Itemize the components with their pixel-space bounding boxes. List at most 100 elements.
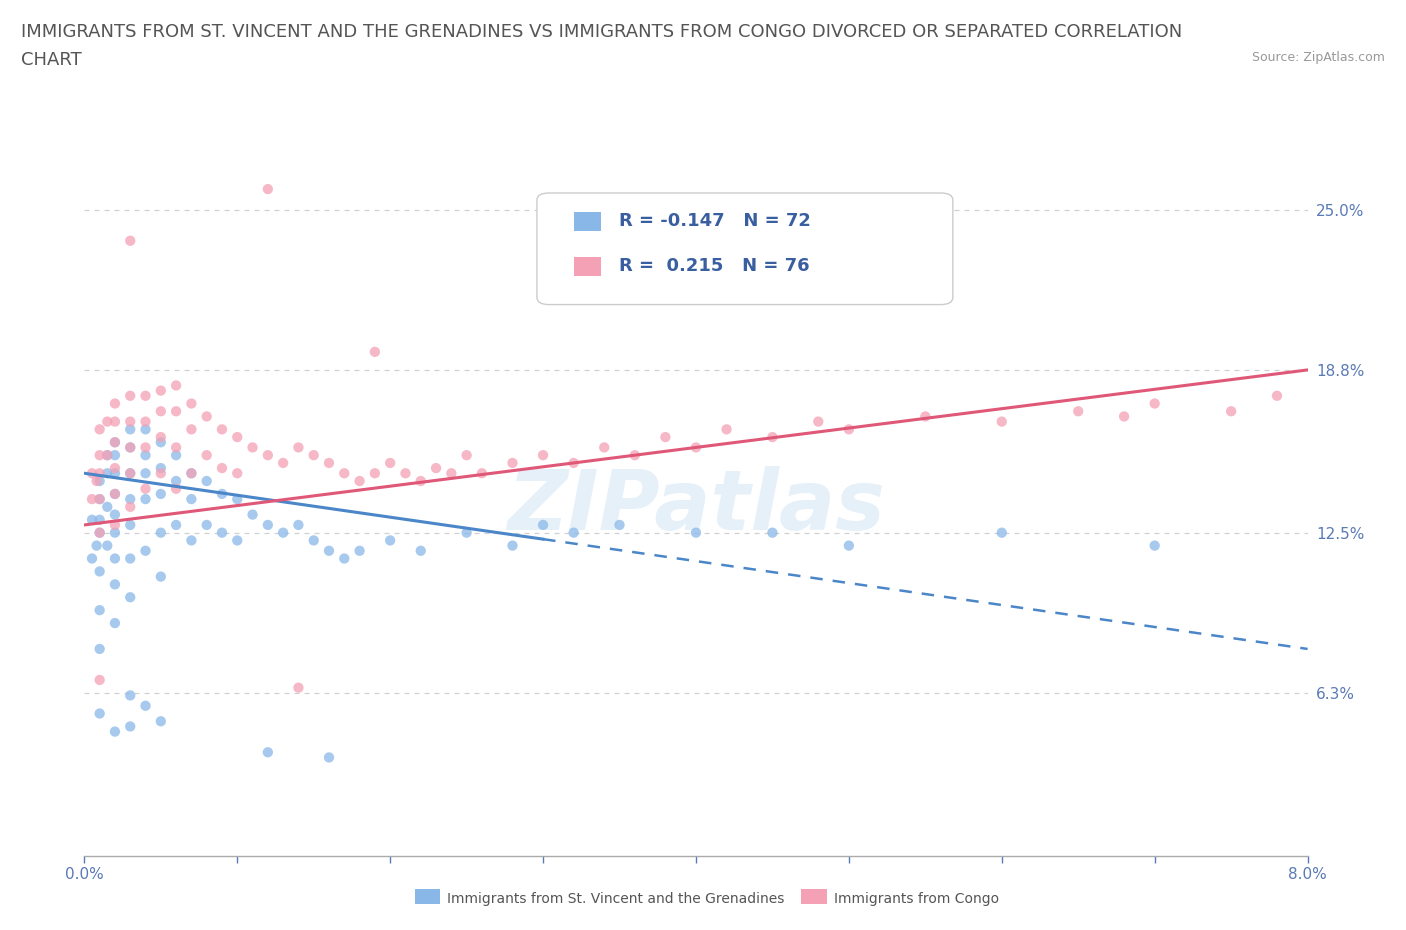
Point [257, 745, 280, 760]
Point [135, 414, 157, 429]
Point [120, 466, 142, 481]
Point [149, 466, 172, 481]
Text: R = -0.147   N = 72: R = -0.147 N = 72 [619, 212, 811, 231]
Point [89, 466, 111, 481]
Point [96, 447, 118, 462]
Point [318, 543, 340, 558]
Point [120, 492, 142, 507]
Point [96, 538, 118, 553]
Point [86, 538, 108, 553]
Point [211, 486, 233, 501]
Point [120, 233, 142, 248]
Point [120, 719, 142, 734]
Point [180, 533, 202, 548]
Point [425, 460, 447, 475]
Point [89, 473, 111, 488]
Point [104, 435, 127, 450]
Point [380, 456, 402, 471]
Text: Source: ZipAtlas.com: Source: ZipAtlas.com [1251, 51, 1385, 64]
Point [135, 482, 157, 497]
Point [195, 473, 218, 488]
Point [333, 466, 356, 481]
Point [914, 409, 936, 424]
Point [1114, 409, 1136, 424]
Point [120, 422, 142, 437]
Point [104, 466, 127, 481]
Point [120, 590, 142, 604]
Point [120, 499, 142, 514]
Point [104, 525, 127, 540]
Point [149, 569, 172, 584]
Point [149, 460, 172, 475]
Point [180, 466, 202, 481]
Point [394, 466, 416, 481]
Point [287, 680, 309, 695]
Point [502, 538, 524, 553]
Point [120, 466, 142, 481]
Point [135, 466, 157, 481]
Point [120, 688, 142, 703]
Point [149, 383, 172, 398]
Point [120, 414, 142, 429]
Point [165, 404, 187, 418]
Point [149, 714, 172, 729]
Point [195, 447, 218, 462]
Point [226, 430, 249, 445]
Point [593, 440, 616, 455]
Point [89, 525, 111, 540]
Point [86, 473, 108, 488]
Point [685, 525, 707, 540]
Point [89, 492, 111, 507]
Point [104, 414, 127, 429]
Point [135, 698, 157, 713]
Point [80, 492, 103, 507]
Point [562, 525, 585, 540]
Point [89, 672, 111, 687]
Point [89, 642, 111, 657]
Point [149, 486, 172, 501]
Point [838, 422, 860, 437]
Point [89, 447, 111, 462]
Point [471, 466, 494, 481]
Point [89, 525, 111, 540]
Point [89, 603, 111, 618]
Point [165, 440, 187, 455]
Point [180, 466, 202, 481]
Point [165, 517, 187, 532]
Point [364, 466, 387, 481]
Point [409, 473, 432, 488]
Point [271, 525, 294, 540]
Text: Immigrants from St. Vincent and the Grenadines: Immigrants from St. Vincent and the Gren… [447, 892, 785, 907]
Text: R =  0.215   N = 76: R = 0.215 N = 76 [619, 258, 810, 275]
Point [211, 460, 233, 475]
Point [195, 409, 218, 424]
Point [226, 466, 249, 481]
Point [257, 181, 280, 196]
Bar [574, 257, 600, 276]
Point [242, 507, 264, 522]
Point [89, 492, 111, 507]
Point [120, 517, 142, 532]
Point [456, 525, 478, 540]
Point [624, 447, 647, 462]
Point [211, 422, 233, 437]
Point [333, 551, 356, 566]
Point [104, 460, 127, 475]
Point [502, 456, 524, 471]
Point [271, 456, 294, 471]
Point [1143, 538, 1166, 553]
Text: Immigrants from Congo: Immigrants from Congo [834, 892, 998, 907]
Point [80, 512, 103, 527]
Point [1143, 396, 1166, 411]
Point [120, 389, 142, 404]
Point [89, 422, 111, 437]
Point [135, 440, 157, 455]
Text: CHART: CHART [21, 51, 82, 69]
Point [165, 473, 187, 488]
Point [440, 466, 463, 481]
Point [104, 486, 127, 501]
Point [195, 517, 218, 532]
Point [135, 422, 157, 437]
Point [180, 492, 202, 507]
Point [257, 517, 280, 532]
